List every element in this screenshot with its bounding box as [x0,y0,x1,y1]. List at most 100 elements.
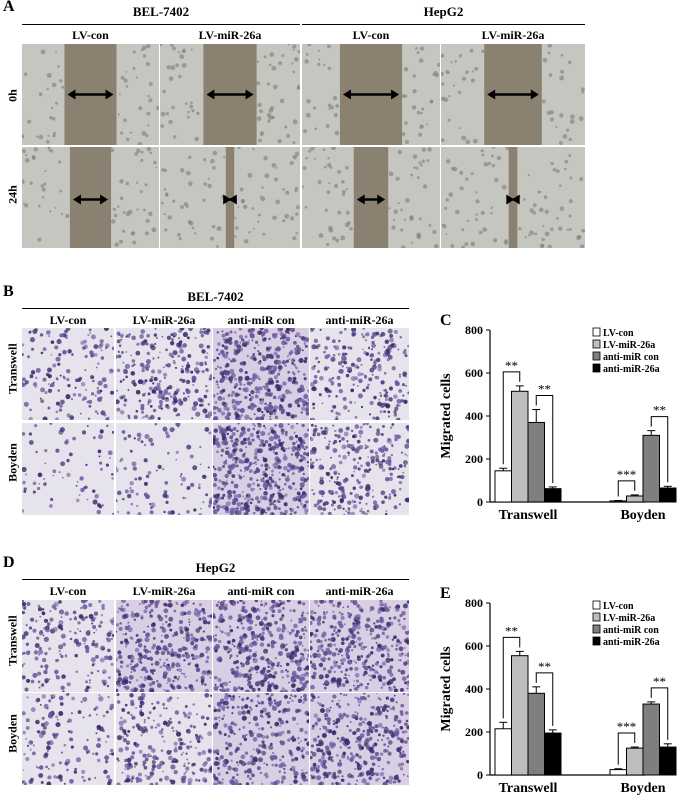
panel-a-col-4: LV-miR-26a [481,28,545,42]
panel-b-col-2: LV-miR-26a [132,313,196,327]
significance-label: ** [505,623,518,638]
bar [642,434,660,503]
panel-d-group: HepG2 [195,560,236,575]
legend-swatch [592,351,601,361]
migration-image [116,693,212,785]
y-tick-label: 400 [465,409,483,423]
bar [527,692,545,776]
migration-image [213,693,309,785]
chart-panel-letter: E [440,585,451,602]
scratch-image [441,147,585,248]
bar [527,421,545,503]
y-tick-label: 200 [465,452,483,466]
y-tick-label: 800 [465,323,483,337]
scratch-image [160,44,300,145]
panel-a-group-hepg2: HepG2 [423,4,464,19]
scratch-image [22,44,159,145]
legend-label: LV-miR-26a [603,340,655,351]
scratch-image [441,44,585,145]
panel-b-col-4: anti-miR-26a [325,313,394,327]
y-tick-label: 600 [465,639,483,653]
significance-label: ** [538,659,551,674]
bar [494,470,512,503]
chart-panel-letter: C [440,312,452,329]
scratch-image [302,44,440,145]
y-tick-label: 600 [465,366,483,380]
migration-image [116,423,212,515]
y-tick-label: 0 [477,768,483,782]
bar [642,703,660,776]
legend-label: anti-miR con [603,352,659,363]
panel-b-row-transwell: Transwell [5,343,20,394]
significance-label: ** [505,358,518,373]
panel-a-col-1: LV-con [72,28,109,42]
migration-image [213,600,309,692]
significance-label: ** [653,403,666,418]
migration-image [310,423,409,515]
scratch-image [22,147,159,248]
migration-image [22,423,114,515]
significance-label: *** [617,719,637,734]
migration-image [213,328,309,420]
panel-a-group-rule-1 [22,24,300,25]
panel-d-group-rule [22,579,409,580]
panel-d-row-transwell: Transwell [5,615,20,666]
panel-a-group-rule-2 [302,24,585,25]
x-category-label: Boyden [620,781,665,796]
legend-label: LV-miR-26a [603,613,655,624]
panel-b-row-boyden: Boyden [5,443,20,482]
legend-label: anti-miR con [603,625,659,636]
x-category-label: Transwell [499,508,558,523]
chart-e: E 0 200 400 600 800 Migrated cells Transwell Boy… [415,578,683,800]
y-tick-label: 800 [465,596,483,610]
panel-a-row-24h: 24h [5,185,20,204]
migration-image [22,600,114,692]
y-axis-label: Migrated cells [439,373,454,459]
bar [659,746,677,776]
y-tick-label: 200 [465,725,483,739]
y-tick-label: 0 [477,495,483,509]
migration-image [22,693,114,785]
panel-a-col-2: LV-miR-26a [198,28,262,42]
migration-image [116,328,212,420]
bar [511,390,529,503]
panel-b-col-3: anti-miR con [227,313,295,327]
panel-a-label: A [3,0,15,15]
bar [659,487,677,503]
panel-d-label: D [3,554,15,571]
significance-label: ** [653,674,666,689]
panel-a-group-bel7402: BEL-7402 [132,4,190,19]
panel-a-row-0h: 0h [5,89,20,102]
migration-image [310,693,409,785]
significance-bracket [617,732,636,765]
significance-bracket [535,672,554,726]
scratch-image [302,147,440,248]
panel-b-label: B [3,283,14,300]
x-category-label: Transwell [499,781,558,796]
migration-image [22,328,114,420]
panel-b-col-1: LV-con [49,313,87,327]
bar [544,732,562,776]
migration-image [310,328,409,420]
migration-image [213,423,309,515]
bar [609,500,627,503]
legend-swatch [592,612,601,622]
bar [511,655,529,776]
chart-c: C 0 200 400 600 800 Migrated cells Transwell Boy… [415,305,683,540]
bar [609,769,627,776]
bar [626,747,644,776]
migration-image [310,600,409,692]
significance-bracket [650,687,669,740]
significance-bracket [650,416,669,483]
panel-d-col-3: anti-miR con [227,584,295,598]
significance-bracket [617,480,636,497]
panel-d-row-boyden: Boyden [5,714,20,753]
significance-label: *** [617,467,637,482]
bar [544,488,562,503]
significance-bracket [535,395,554,483]
legend-swatch [592,339,601,349]
legend-swatch [592,327,601,337]
legend-label: anti-miR-26a [603,364,660,375]
bar [626,495,644,503]
significance-label: ** [538,382,551,397]
